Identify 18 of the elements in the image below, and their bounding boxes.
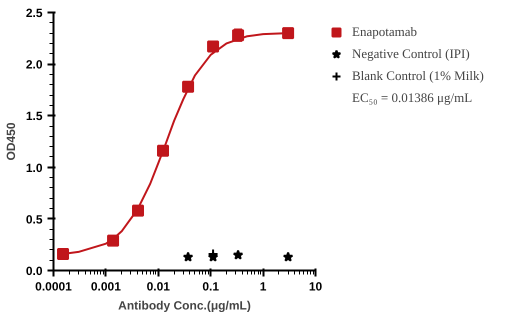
x-tick-label: 0.0001 (35, 280, 72, 294)
y-tick-label: 2.0 (26, 58, 43, 72)
x-tick-label: 0.01 (146, 280, 170, 294)
x-tick-label: 0.1 (202, 280, 220, 294)
y-tick-label: 0.0 (26, 264, 43, 278)
x-tick-label: 1 (260, 280, 267, 294)
y-tick-label: 0.5 (26, 212, 43, 226)
x-tick-label: 0.001 (90, 280, 122, 294)
legend-label: Blank Control (1% Milk) (352, 68, 484, 84)
y-tick-label: 1.0 (26, 160, 43, 175)
x-axis-title: Antibody Conc.(μg/mL) (118, 298, 251, 312)
legend-label: Enapotamab (352, 24, 417, 40)
x-tick-label: 10 (308, 280, 322, 294)
y-tick-label: 1.5 (26, 109, 43, 124)
text: EC₅₀ = 0.01386 μg/mL (352, 90, 472, 106)
y-tick-label: 2.5 (26, 6, 43, 20)
legend-label: Negative Control (IPI) (352, 46, 470, 62)
y-axis-title: OD450 (4, 122, 18, 161)
